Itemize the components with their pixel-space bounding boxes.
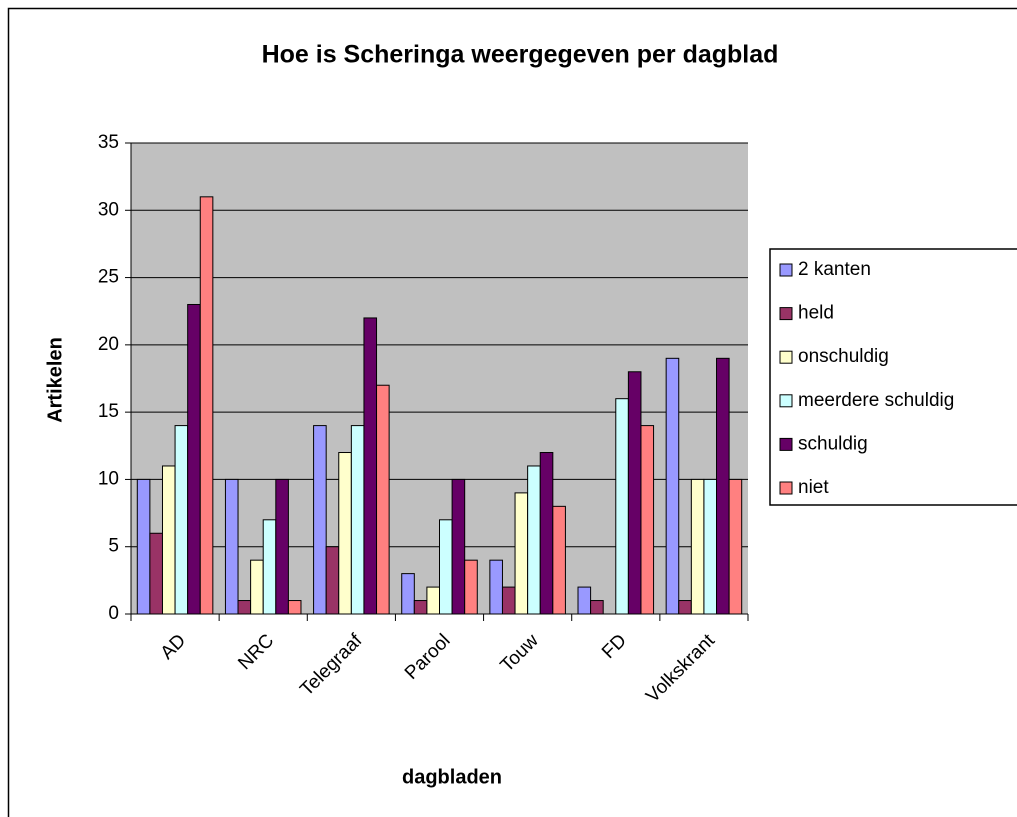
bar [161, 465, 176, 615]
y-tick-label: 5 [108, 536, 119, 557]
bar [426, 586, 441, 615]
bar [703, 478, 718, 615]
legend-swatch [779, 307, 793, 321]
bar [439, 519, 453, 615]
bar [539, 452, 554, 615]
bar [338, 452, 352, 615]
bar [552, 505, 566, 615]
bar [376, 384, 390, 615]
bar [313, 425, 327, 615]
bar [262, 519, 277, 615]
y-tick-label: 15 [98, 401, 119, 422]
bar [514, 492, 529, 615]
bar [149, 532, 163, 615]
y-tick-label: 35 [98, 132, 119, 153]
legend-box [769, 248, 1017, 506]
bar [325, 546, 340, 615]
bar [187, 303, 201, 615]
bar [401, 573, 415, 615]
bar [199, 196, 214, 615]
bar [275, 478, 289, 615]
bar [489, 559, 503, 615]
bar [350, 425, 365, 615]
bar [464, 559, 478, 615]
bar [728, 478, 743, 615]
bar [237, 600, 252, 615]
bar [678, 600, 692, 615]
bar [413, 600, 428, 615]
legend-label: niet [798, 477, 829, 498]
legend-swatch [779, 437, 793, 451]
bar [250, 559, 264, 615]
bar [136, 478, 151, 615]
legend-swatch [779, 481, 793, 495]
x-axis-title: dagbladen [402, 766, 502, 788]
y-axis-title: Artikelen [44, 337, 66, 423]
bar [640, 425, 655, 615]
y-tick-label: 30 [98, 199, 119, 220]
bar [451, 478, 466, 615]
bar [501, 586, 516, 615]
legend-swatch [779, 350, 793, 364]
legend-swatch [779, 263, 793, 277]
bar [577, 586, 592, 615]
y-tick-label: 25 [98, 267, 119, 288]
bar [527, 465, 541, 615]
bar [224, 478, 239, 615]
bar [363, 317, 378, 615]
legend-label: onschuldig [798, 346, 889, 367]
bar [716, 357, 730, 615]
legend-label: meerdere schuldig [798, 390, 954, 411]
bar [174, 425, 189, 615]
legend-swatch [779, 394, 793, 408]
bar [590, 600, 604, 615]
chart-title: Hoe is Scheringa weergegeven per dagblad [262, 41, 779, 69]
bar [690, 478, 705, 615]
bar [665, 357, 680, 615]
bar [627, 371, 642, 615]
bar [615, 398, 629, 615]
legend-label: schuldig [798, 433, 868, 454]
bar [287, 600, 302, 615]
legend-label: held [798, 303, 834, 324]
y-tick-label: 20 [98, 334, 119, 355]
y-tick-label: 0 [108, 603, 119, 624]
y-tick-label: 10 [98, 468, 119, 489]
legend-label: 2 kanten [798, 259, 871, 280]
